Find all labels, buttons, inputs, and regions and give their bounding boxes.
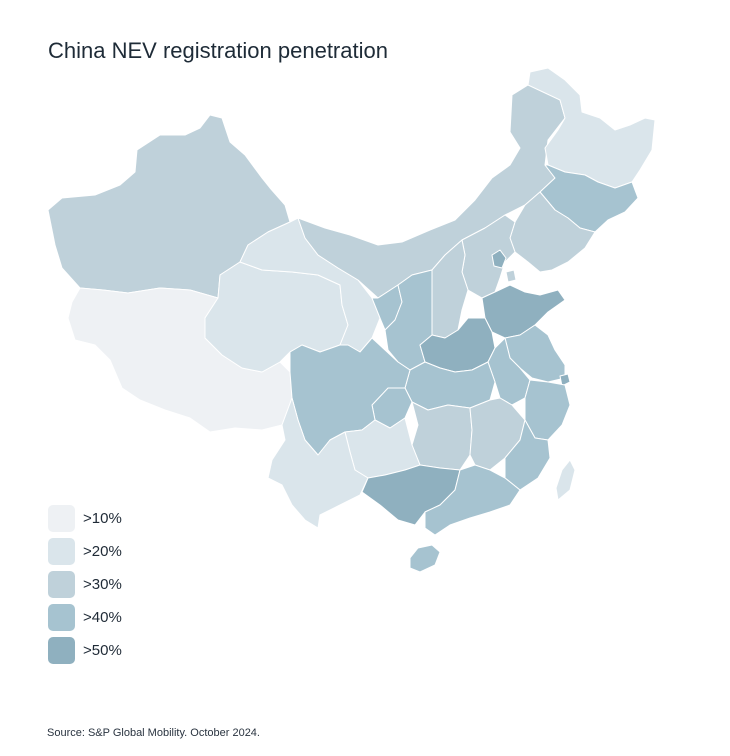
region-tianjin [505, 269, 517, 283]
region-heilongjiang [527, 67, 656, 189]
region-beijing [491, 249, 507, 269]
legend-item: >40% [48, 603, 122, 631]
region-shandong [481, 284, 566, 339]
region-taiwan [555, 459, 576, 501]
legend-label: >50% [83, 641, 122, 659]
legend-item: >50% [48, 636, 122, 664]
legend-item: >30% [48, 570, 122, 598]
region-guangdong [424, 464, 521, 536]
legend-swatch [48, 504, 75, 532]
legend-swatch [48, 603, 75, 631]
region-gansu [239, 217, 381, 353]
legend-label: >40% [83, 608, 122, 626]
source-note: Source: S&P Global Mobility. October 202… [47, 727, 260, 739]
map-title: China NEV registration penetration [48, 38, 388, 63]
legend-swatch [48, 570, 75, 598]
legend-swatch [48, 636, 75, 664]
region-yunnan [267, 397, 369, 529]
region-hunan [411, 401, 473, 471]
legend-swatch [48, 537, 75, 565]
region-zhejiang [524, 379, 571, 441]
legend-label: >20% [83, 542, 122, 560]
legend: >10% >20% >30% >40% >50% [48, 504, 122, 670]
legend-label: >10% [83, 509, 122, 527]
region-inner-mongolia [297, 84, 566, 299]
region-hainan [409, 544, 441, 573]
region-shanghai [559, 373, 571, 387]
region-fujian [504, 419, 551, 491]
legend-item: >10% [48, 504, 122, 532]
legend-label: >30% [83, 575, 122, 593]
legend-item: >20% [48, 537, 122, 565]
